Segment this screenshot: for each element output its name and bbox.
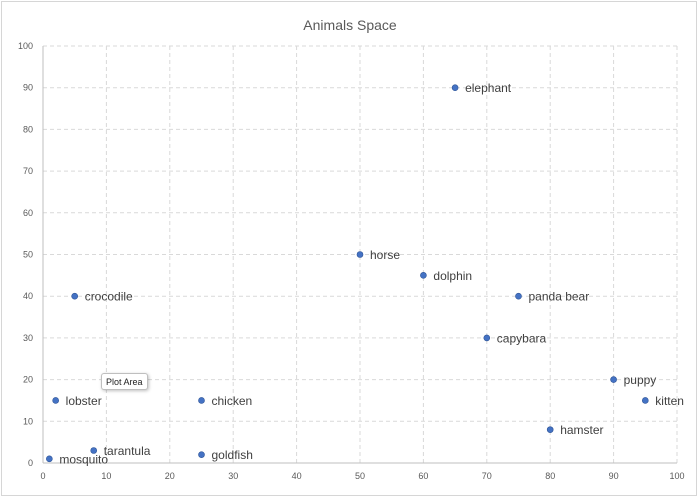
data-points (46, 84, 649, 463)
x-tick-label: 40 (292, 471, 302, 481)
data-label: tarantula (104, 444, 151, 458)
data-point[interactable] (451, 84, 459, 91)
data-point[interactable] (356, 251, 364, 258)
data-point[interactable] (610, 376, 617, 383)
data-point[interactable] (46, 455, 53, 463)
y-tick-label: 20 (23, 375, 33, 385)
plot-area-tooltip: Plot Area (101, 373, 148, 390)
data-label: panda bear (529, 290, 590, 304)
y-tick-label: 90 (23, 83, 33, 93)
data-label: hamster (560, 423, 603, 437)
data-point[interactable] (90, 447, 98, 454)
x-tick-label: 10 (101, 471, 111, 481)
x-tick-label: 60 (418, 471, 428, 481)
data-point[interactable] (198, 397, 205, 404)
data-label: goldfish (212, 448, 253, 462)
data-point[interactable] (641, 397, 649, 404)
data-point[interactable] (52, 397, 59, 404)
x-tick-label: 20 (165, 471, 175, 481)
x-tick-label: 70 (482, 471, 492, 481)
data-label: chicken (212, 394, 253, 408)
data-label: mosquito (59, 452, 108, 466)
y-tick-label: 40 (23, 291, 33, 301)
y-tick-label: 100 (18, 41, 33, 51)
data-label: puppy (624, 373, 657, 387)
data-point[interactable] (515, 292, 522, 300)
y-tick-label: 10 (23, 416, 33, 426)
data-point[interactable] (71, 292, 78, 300)
data-label: horse (370, 248, 400, 262)
y-tick-label: 30 (23, 333, 33, 343)
data-label: dolphin (433, 269, 472, 283)
y-tick-label: 60 (23, 208, 33, 218)
x-tick-label: 80 (545, 471, 555, 481)
x-tick-label: 50 (355, 471, 365, 481)
data-point[interactable] (483, 334, 491, 342)
grid (43, 45, 678, 463)
x-tick-label: 90 (609, 471, 619, 481)
data-point[interactable] (546, 426, 554, 433)
x-tick-label: 100 (669, 471, 684, 481)
data-label: lobster (66, 394, 102, 408)
y-tick-label: 50 (23, 250, 33, 260)
data-label: capybara (497, 331, 547, 345)
y-tick-label: 70 (23, 166, 33, 176)
y-tick-label: 80 (23, 124, 33, 134)
chart-title: Animals Space (303, 17, 397, 33)
data-point[interactable] (198, 451, 205, 458)
data-label: kitten (655, 394, 684, 408)
data-point[interactable] (420, 272, 427, 279)
data-label: crocodile (85, 290, 133, 304)
tick-labels: 0 10 20 30 40 50 60 70 80 90 100 0 10 20 30 40 50 60 70 80 9… (18, 41, 685, 481)
data-label: elephant (465, 81, 512, 95)
y-tick-label: 0 (28, 458, 33, 468)
x-tick-label: 0 (40, 471, 45, 481)
x-tick-label: 30 (228, 471, 238, 481)
axes (42, 46, 677, 464)
data-labels: elephant horse dolphin crocodile panda bear c… (59, 81, 684, 466)
